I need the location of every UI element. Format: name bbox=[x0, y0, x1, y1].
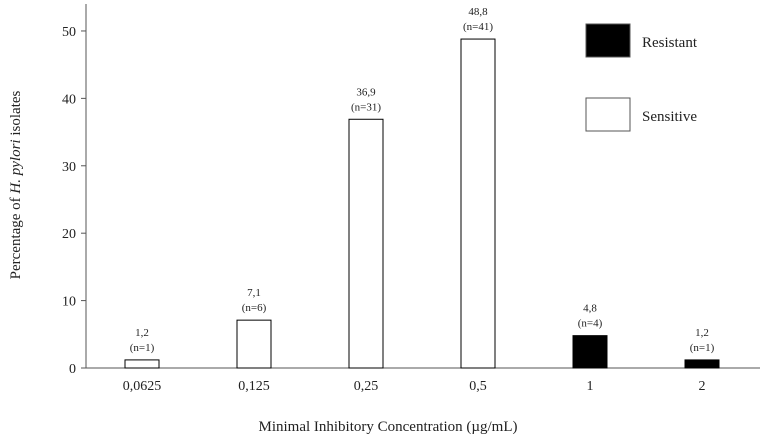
y-tick-label: 30 bbox=[62, 160, 76, 175]
x-axis-ticks: 0,0625 0,125 0,25 0,5 1 2 bbox=[123, 379, 706, 394]
x-tick-label: 0,0625 bbox=[123, 379, 162, 394]
value-label: 36,9 bbox=[356, 86, 376, 98]
legend-swatch-resistant bbox=[585, 23, 631, 58]
legend-label-resistant: Resistant bbox=[642, 35, 698, 51]
x-tick-label: 0,5 bbox=[469, 379, 487, 394]
x-axis-label: Minimal Inhibitory Concentration (µg/mL) bbox=[258, 419, 517, 435]
count-label: (n=41) bbox=[463, 21, 493, 33]
y-tick-label: 50 bbox=[62, 25, 76, 40]
y-tick-label: 40 bbox=[62, 92, 76, 107]
data-labels: 1,2 (n=1) 7,1 (n=6) 36,9 (n=31) 48,8 (n=41) 4,8 (… bbox=[130, 6, 715, 354]
legend: Resistant Sensitive bbox=[585, 23, 698, 132]
x-tick-label: 0,125 bbox=[238, 379, 270, 394]
count-label: (n=4) bbox=[578, 318, 603, 330]
bar-3 bbox=[460, 38, 496, 369]
value-label: 4,8 bbox=[583, 303, 597, 315]
bar-2 bbox=[348, 118, 384, 369]
legend-swatch-sensitive bbox=[585, 97, 631, 132]
bar-1 bbox=[236, 319, 272, 369]
y-tick-label: 0 bbox=[69, 362, 76, 377]
bars bbox=[124, 38, 720, 369]
y-axis-label: Percentage of H. pylori isolates bbox=[8, 90, 24, 279]
value-label: 7,1 bbox=[247, 287, 261, 299]
legend-label-sensitive: Sensitive bbox=[642, 109, 697, 125]
value-label: 1,2 bbox=[135, 327, 149, 339]
axes bbox=[85, 4, 760, 369]
count-label: (n=31) bbox=[351, 101, 381, 113]
count-label: (n=1) bbox=[130, 342, 155, 354]
y-axis-ticks: 0 10 20 30 40 50 bbox=[62, 25, 86, 377]
x-tick-label: 2 bbox=[699, 379, 706, 394]
y-tick-label: 10 bbox=[62, 295, 76, 310]
value-label: 1,2 bbox=[695, 327, 709, 339]
count-label: (n=1) bbox=[690, 342, 715, 354]
x-tick-label: 0,25 bbox=[354, 379, 379, 394]
bar-0 bbox=[124, 359, 160, 369]
value-label: 48,8 bbox=[468, 6, 488, 18]
bar-4 bbox=[572, 335, 608, 369]
y-tick-label: 20 bbox=[62, 227, 76, 242]
bar-5 bbox=[684, 359, 720, 369]
count-label: (n=6) bbox=[242, 302, 267, 314]
x-tick-label: 1 bbox=[587, 379, 594, 394]
